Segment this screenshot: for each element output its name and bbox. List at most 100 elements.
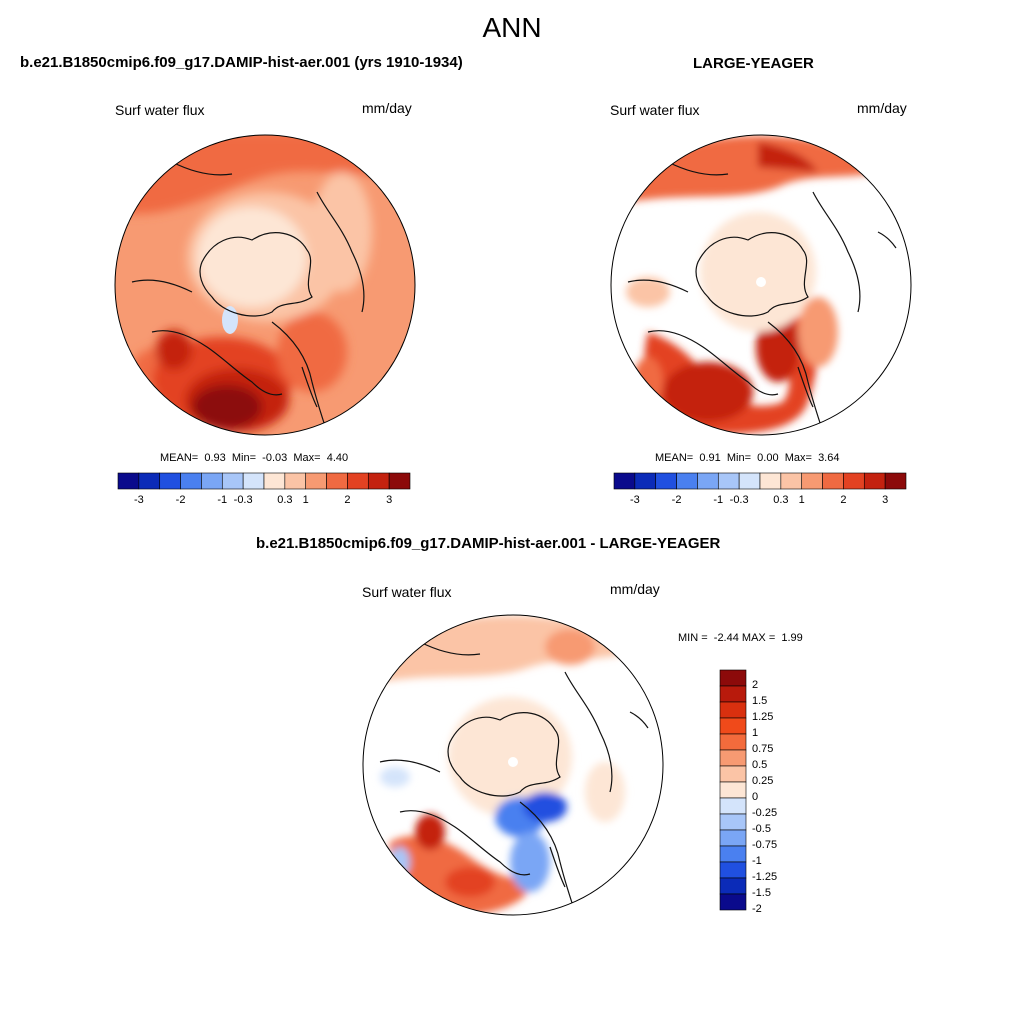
colorbar-swatch	[719, 813, 747, 831]
colorbar-tick-label: -3	[133, 494, 144, 506]
colorbar-tick-label: 0	[752, 791, 759, 803]
panel-1-max-value: 4.40	[326, 452, 349, 464]
panel-1-min-value: -0.03	[262, 452, 288, 464]
panel-1-variable: Surf water flux	[115, 102, 205, 118]
colorbar-tick-label: 0.3	[277, 494, 293, 506]
colorbar-tick-label: -0.25	[752, 807, 778, 819]
panel-1-title: b.e21.B1850cmip6.f09_g17.DAMIP-hist-aer.…	[20, 54, 463, 71]
main-title: ANN	[482, 12, 542, 43]
colorbar-tick-label: -0.5	[752, 823, 771, 835]
colorbar-swatch	[719, 749, 747, 767]
colorbar-swatch	[388, 472, 411, 490]
panel-1-colorbar-ticks: -3 -2 -1 -0.3 0.3 1 2 3	[118, 494, 410, 508]
panel-3-min-label: MIN =	[678, 632, 708, 644]
colorbar-tick-label: 1	[798, 494, 805, 506]
colorbar-swatch	[719, 861, 747, 879]
colorbar-swatch	[221, 472, 244, 490]
colorbar-swatch	[822, 472, 844, 490]
colorbar-swatch	[138, 472, 161, 490]
panel-2-max-value: 3.64	[818, 452, 840, 464]
colorbar-swatch	[719, 765, 747, 783]
colorbar-swatch	[719, 797, 747, 815]
colorbar-tick-label: -0.75	[752, 839, 778, 851]
colorbar-swatch	[326, 472, 348, 490]
colorbar-tick-label: -2	[752, 903, 762, 915]
colorbar-swatch	[634, 472, 657, 490]
panel-3-variable: Surf water flux	[362, 584, 452, 600]
panel-3-title: b.e21.B1850cmip6.f09_g17.DAMIP-hist-aer.…	[256, 535, 721, 552]
panel-3-max-label: MAX =	[741, 632, 776, 644]
panel-3-colorbar-ticks: 2 1.5 1.25 1 0.75 0.5 0.25 0 -0.25 -0.5 -0.75 -1 -1.…	[752, 670, 802, 915]
colorbar-swatch	[242, 472, 265, 490]
colorbar-tick-label: 0.25	[752, 775, 774, 787]
colorbar-swatch	[719, 733, 747, 751]
panel-2-min-value: 0.00	[757, 452, 779, 464]
panel-2-mean-label: MEAN=	[655, 452, 694, 464]
colorbar-tick-label: -0.3	[729, 494, 749, 506]
panel-2-colorbar-ticks: -3 -2 -1 -0.3 0.3 1 2 3	[614, 494, 906, 508]
colorbar-swatch	[863, 472, 886, 490]
colorbar-swatch	[719, 845, 747, 863]
colorbar-swatch	[697, 472, 719, 490]
panel-1-colorbar	[117, 472, 411, 490]
colorbar-tick-label: 2	[840, 494, 847, 506]
colorbar-swatch	[884, 472, 907, 490]
colorbar-tick-label: -1	[713, 494, 724, 506]
panel-2-title: LARGE-YEAGER	[693, 55, 814, 72]
colorbar-swatch	[719, 685, 747, 703]
panel-1-units: mm/day	[362, 100, 412, 116]
colorbar-tick-label: 1.25	[752, 711, 774, 723]
colorbar-tick-label: -1.5	[752, 887, 771, 899]
colorbar-swatch	[719, 877, 747, 895]
colorbar-tick-label: 3	[882, 494, 889, 506]
panel-1-min-label: Min=	[231, 452, 257, 464]
panel-2-variable: Surf water flux	[610, 102, 700, 118]
colorbar-swatch	[180, 472, 202, 490]
colorbar-tick-label: -1	[217, 494, 228, 506]
colorbar-tick-label: 0.75	[752, 743, 774, 755]
colorbar-tick-label: 3	[386, 494, 393, 506]
panel-2-polar-map	[610, 134, 912, 436]
colorbar-tick-label: 0.3	[773, 494, 789, 506]
panel-2-units: mm/day	[857, 100, 907, 116]
colorbar-swatch	[676, 472, 698, 490]
colorbar-swatch	[719, 829, 747, 847]
panel-1-mean-label: MEAN=	[160, 452, 199, 464]
panel-1-mean-value: 0.93	[204, 452, 226, 464]
panel-2-mean-value: 0.91	[699, 452, 721, 464]
colorbar-swatch	[719, 893, 747, 911]
colorbar-tick-label: 1.5	[752, 695, 768, 707]
panel-3-min-value: -2.44	[713, 632, 739, 644]
colorbar-swatch	[159, 472, 181, 490]
panel-1-polar-map	[114, 134, 416, 436]
colorbar-swatch	[759, 472, 782, 490]
colorbar-swatch	[801, 472, 823, 490]
panel-3-stats: MIN = -2.44 MAX = 1.99	[678, 632, 803, 644]
colorbar-tick-label: -1.25	[752, 871, 778, 883]
colorbar-tick-label: -3	[629, 494, 640, 506]
panel-3-colorbar	[719, 669, 747, 911]
colorbar-swatch	[719, 669, 747, 687]
colorbar-swatch	[719, 781, 747, 799]
panel-3-max-value: 1.99	[781, 632, 803, 644]
colorbar-swatch	[305, 472, 327, 490]
colorbar-swatch	[719, 717, 747, 735]
colorbar-tick-label: -2	[671, 494, 682, 506]
panel-2-stats: MEAN= 0.91 Min= 0.00 Max= 3.64	[655, 452, 839, 464]
colorbar-swatch	[717, 472, 740, 490]
colorbar-tick-label: 1	[752, 727, 759, 739]
colorbar-swatch	[367, 472, 390, 490]
colorbar-tick-label: 1	[302, 494, 309, 506]
colorbar-tick-label: -1	[752, 855, 762, 867]
colorbar-swatch	[347, 472, 369, 490]
colorbar-tick-label: -0.3	[233, 494, 253, 506]
panel-1-max-label: Max=	[293, 452, 321, 464]
colorbar-swatch	[780, 472, 803, 490]
panel-2-colorbar	[613, 472, 907, 490]
panel-2-max-label: Max=	[784, 452, 812, 464]
colorbar-tick-label: 0.5	[752, 759, 768, 771]
panel-1-stats: MEAN= 0.93 Min= -0.03 Max= 4.40	[160, 452, 348, 464]
colorbar-swatch	[613, 472, 636, 490]
panel-3-units: mm/day	[610, 581, 660, 597]
panel-2-min-label: Min=	[726, 452, 752, 464]
